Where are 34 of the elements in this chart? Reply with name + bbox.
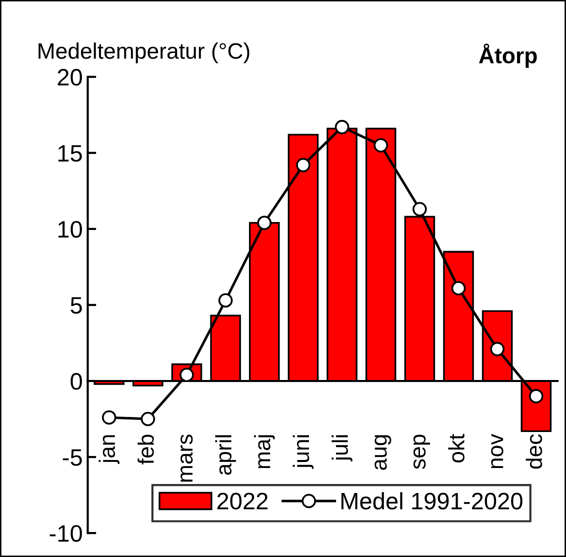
x-tick-label: feb: [138, 434, 154, 464]
point: [412, 202, 427, 216]
legend-label: 2022: [217, 492, 268, 510]
legend-label: Medel 1991-2020: [341, 492, 522, 510]
point: [529, 389, 544, 404]
y-tick-label: 20: [58, 68, 82, 86]
x-tick-label: april: [215, 435, 236, 475]
x-tick-label: okt: [448, 434, 464, 462]
point: [451, 281, 466, 296]
point: [490, 342, 504, 356]
y-tick-label: 0: [70, 373, 82, 390]
point: [257, 216, 272, 230]
x-tick-label: juni: [292, 435, 314, 469]
point: [102, 410, 116, 425]
y-tick-label: 15: [58, 145, 82, 162]
point: [218, 293, 233, 308]
x-tick-label: aug: [374, 435, 392, 470]
x-tick-label: maj: [254, 435, 275, 468]
x-tick-label: jan: [98, 435, 120, 464]
point: [374, 138, 388, 152]
point: [334, 120, 350, 134]
y-axis-title: Medeltemperatur (°C): [38, 42, 250, 64]
point: [296, 158, 310, 172]
point: [140, 412, 156, 426]
y-tick-label: -5: [62, 449, 82, 466]
x-tick-label: juli: [332, 435, 352, 462]
chart-title: Åtorp: [479, 44, 537, 68]
y-tick-label: 5: [70, 297, 82, 314]
x-tick-label: dec: [526, 434, 542, 469]
y-tick-label: 10: [58, 220, 82, 238]
x-tick-label: mars: [180, 434, 193, 482]
y-tick-label: -10: [50, 525, 82, 542]
x-tick-label: sep: [413, 434, 430, 469]
x-tick-label: nov: [491, 434, 504, 468]
